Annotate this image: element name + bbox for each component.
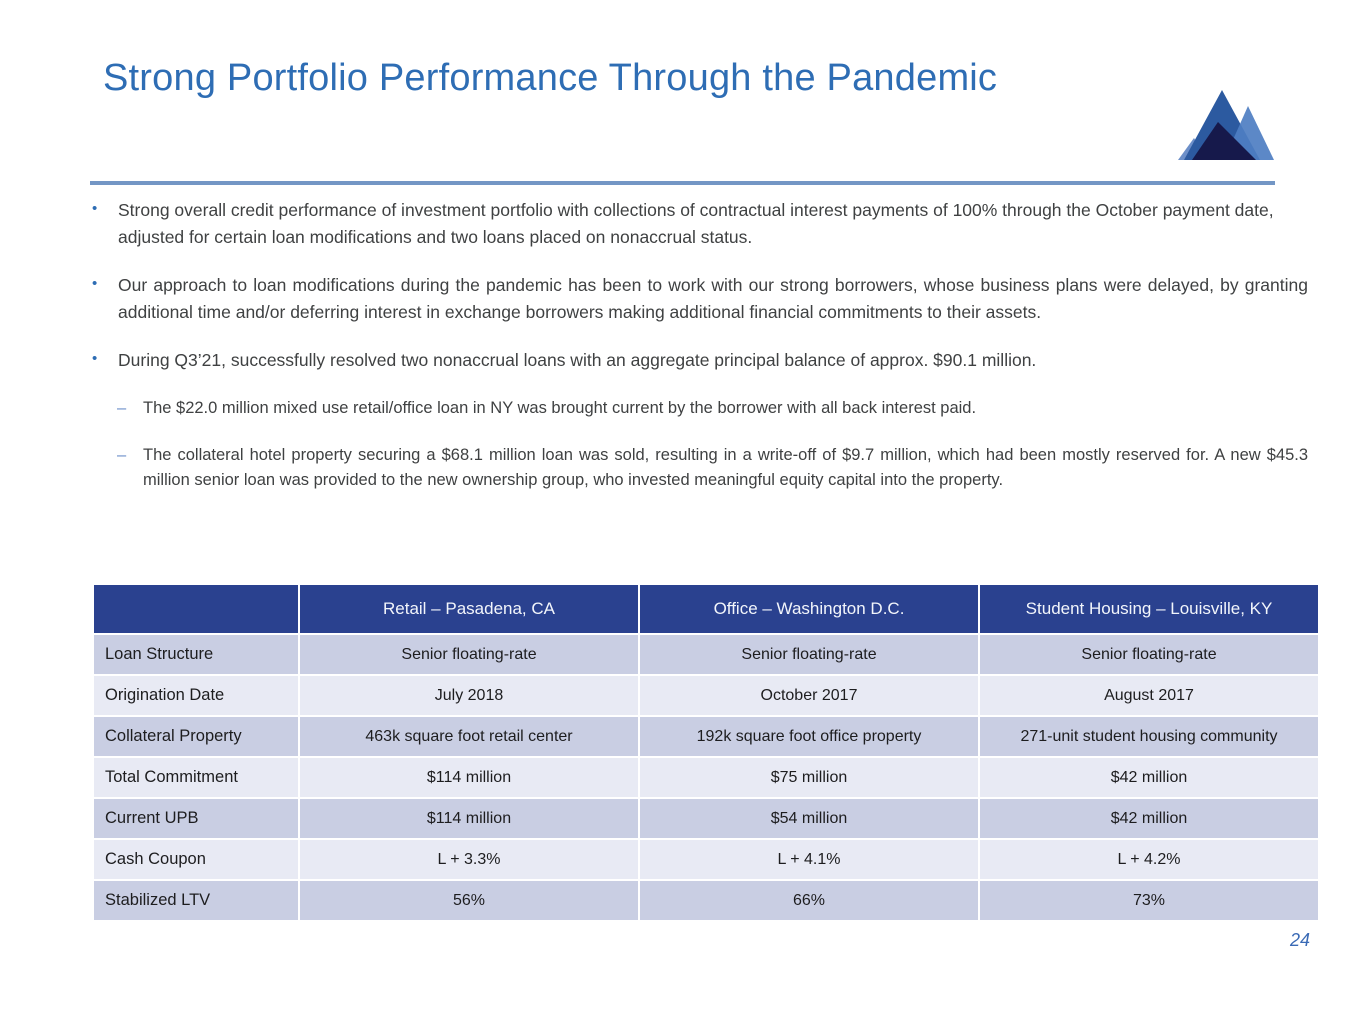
table-cell: October 2017 xyxy=(638,674,980,717)
bullet-marker-icon: • xyxy=(92,275,98,292)
bullet-list: • Strong overall credit performance of i… xyxy=(90,197,1308,515)
sub-bullet-text: The collateral hotel property securing a… xyxy=(143,445,1308,489)
table-cell: $114 million xyxy=(298,797,640,840)
table-cell: $75 million xyxy=(638,756,980,799)
table-cell: L + 4.1% xyxy=(638,838,980,881)
table-cell: Senior floating-rate xyxy=(298,633,640,676)
row-label: Collateral Property xyxy=(92,715,300,758)
dash-marker-icon: – xyxy=(117,445,127,464)
table-cell: 271-unit student housing community xyxy=(978,715,1320,758)
table-cell: 192k square foot office property xyxy=(638,715,980,758)
row-label: Loan Structure xyxy=(92,633,300,676)
bullet-marker-icon: • xyxy=(92,200,98,217)
table-row: Stabilized LTV 56% 66% 73% xyxy=(92,879,1320,922)
table-cell: $114 million xyxy=(298,756,640,799)
sub-bullet-text: The $22.0 million mixed use retail/offic… xyxy=(143,398,977,417)
bullet-text: Strong overall credit performance of inv… xyxy=(118,200,1274,247)
row-label: Stabilized LTV xyxy=(92,879,300,922)
table-row: Current UPB $114 million $54 million $42… xyxy=(92,797,1320,840)
table-cell: Senior floating-rate xyxy=(638,633,980,676)
table-row: Collateral Property 463k square foot ret… xyxy=(92,715,1320,758)
table-cell: 66% xyxy=(638,879,980,922)
row-label: Total Commitment xyxy=(92,756,300,799)
column-header-office: Office – Washington D.C. xyxy=(638,583,980,635)
table-cell: $42 million xyxy=(978,797,1320,840)
sub-bullet-item: – The collateral hotel property securing… xyxy=(117,443,1308,493)
bullet-text: During Q3’21, successfully resolved two … xyxy=(118,350,1037,370)
table-cell: August 2017 xyxy=(978,674,1320,717)
column-header-blank xyxy=(92,583,300,635)
table-cell: L + 4.2% xyxy=(978,838,1320,881)
title-divider xyxy=(90,181,1275,185)
table-cell: 73% xyxy=(978,879,1320,922)
bullet-item: • Our approach to loan modifications dur… xyxy=(90,272,1308,325)
table-row: Cash Coupon L + 3.3% L + 4.1% L + 4.2% xyxy=(92,838,1320,881)
table-row: Total Commitment $114 million $75 millio… xyxy=(92,756,1320,799)
mountain-logo-icon xyxy=(1178,90,1274,160)
bullet-text: Our approach to loan modifications durin… xyxy=(118,275,1308,322)
table-cell: $42 million xyxy=(978,756,1320,799)
bullet-item: • During Q3’21, successfully resolved tw… xyxy=(90,347,1308,374)
table-row: Origination Date July 2018 October 2017 … xyxy=(92,674,1320,717)
bullet-marker-icon: • xyxy=(92,350,98,367)
page-title: Strong Portfolio Performance Through the… xyxy=(103,57,998,99)
table-cell: 463k square foot retail center xyxy=(298,715,640,758)
loan-comparison-table: Retail – Pasadena, CA Office – Washingto… xyxy=(92,583,1320,922)
table-cell: 56% xyxy=(298,879,640,922)
bullet-item: • Strong overall credit performance of i… xyxy=(90,197,1308,250)
column-header-retail: Retail – Pasadena, CA xyxy=(298,583,640,635)
row-label: Current UPB xyxy=(92,797,300,840)
row-label: Cash Coupon xyxy=(92,838,300,881)
sub-bullet-item: – The $22.0 million mixed use retail/off… xyxy=(117,396,1308,421)
table-cell: July 2018 xyxy=(298,674,640,717)
dash-marker-icon: – xyxy=(117,398,127,417)
row-label: Origination Date xyxy=(92,674,300,717)
table-cell: L + 3.3% xyxy=(298,838,640,881)
table-header-row: Retail – Pasadena, CA Office – Washingto… xyxy=(92,583,1320,635)
table-cell: $54 million xyxy=(638,797,980,840)
page-number: 24 xyxy=(1289,930,1310,950)
table-row: Loan Structure Senior floating-rate Seni… xyxy=(92,633,1320,676)
column-header-student-housing: Student Housing – Louisville, KY xyxy=(978,583,1320,635)
table-cell: Senior floating-rate xyxy=(978,633,1320,676)
